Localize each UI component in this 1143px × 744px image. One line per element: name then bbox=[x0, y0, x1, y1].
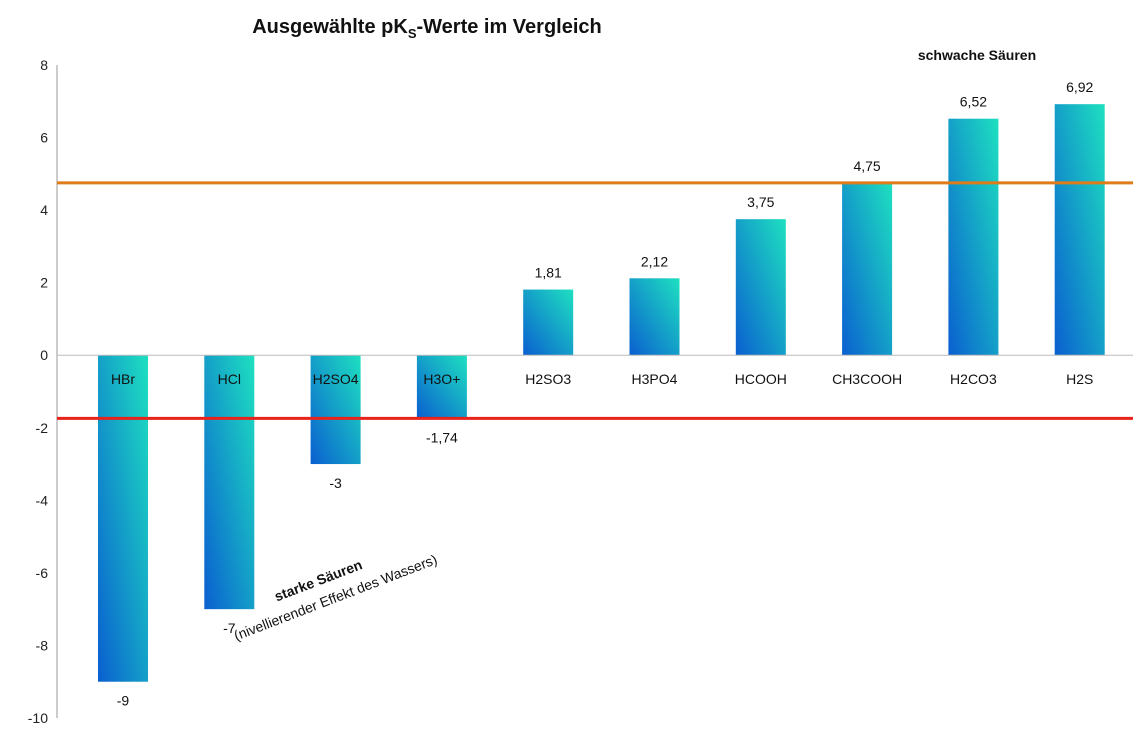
bar-HCl bbox=[204, 355, 255, 610]
category-label: H2CO3 bbox=[950, 371, 997, 387]
y-tick-label: -8 bbox=[36, 637, 49, 653]
y-tick-label: 6 bbox=[40, 130, 48, 146]
bar-H2SO4 bbox=[310, 355, 361, 465]
bar-H2SO3 bbox=[523, 289, 574, 356]
data-label: 2,12 bbox=[641, 253, 668, 269]
y-tick-label: -10 bbox=[28, 710, 48, 726]
bar-HCOOH bbox=[735, 219, 786, 356]
category-label: H2SO3 bbox=[525, 371, 571, 387]
category-label: H2SO4 bbox=[313, 371, 359, 387]
data-label: 3,75 bbox=[747, 194, 774, 210]
data-label: -3 bbox=[329, 475, 342, 491]
category-label: HBr bbox=[111, 371, 135, 387]
data-label: 6,92 bbox=[1066, 79, 1093, 95]
y-tick-label: -6 bbox=[36, 565, 49, 581]
y-tick-label: 8 bbox=[40, 57, 48, 73]
y-tick-label: -2 bbox=[36, 420, 49, 436]
bar-H3PO4 bbox=[629, 278, 680, 356]
bar-CH3COOH bbox=[842, 182, 893, 356]
data-label: 4,75 bbox=[853, 158, 880, 174]
category-label: CH3COOH bbox=[832, 371, 902, 387]
annotation-weak-acids: schwache Säuren bbox=[918, 47, 1036, 63]
category-label: H3O+ bbox=[423, 371, 460, 387]
category-label: HCl bbox=[218, 371, 241, 387]
bar-H3O+ bbox=[416, 355, 467, 419]
y-tick-label: -4 bbox=[36, 492, 49, 508]
data-label: -1,74 bbox=[426, 429, 458, 445]
y-tick-label: 0 bbox=[40, 347, 48, 363]
data-label: -9 bbox=[117, 693, 130, 709]
data-label: 1,81 bbox=[535, 265, 562, 281]
bar-HBr bbox=[98, 355, 148, 682]
y-tick-label: 4 bbox=[40, 202, 48, 218]
category-label: HCOOH bbox=[735, 371, 787, 387]
bar-H2CO3 bbox=[948, 118, 999, 356]
y-tick-label: 2 bbox=[40, 275, 48, 291]
category-label: H3PO4 bbox=[632, 371, 678, 387]
chart-title: Ausgewählte pKS-Werte im Vergleich bbox=[252, 16, 602, 41]
data-label: 6,52 bbox=[960, 94, 987, 110]
data-label: -7 bbox=[223, 620, 236, 636]
bar-H2S bbox=[1054, 104, 1105, 356]
category-label: H2S bbox=[1066, 371, 1093, 387]
